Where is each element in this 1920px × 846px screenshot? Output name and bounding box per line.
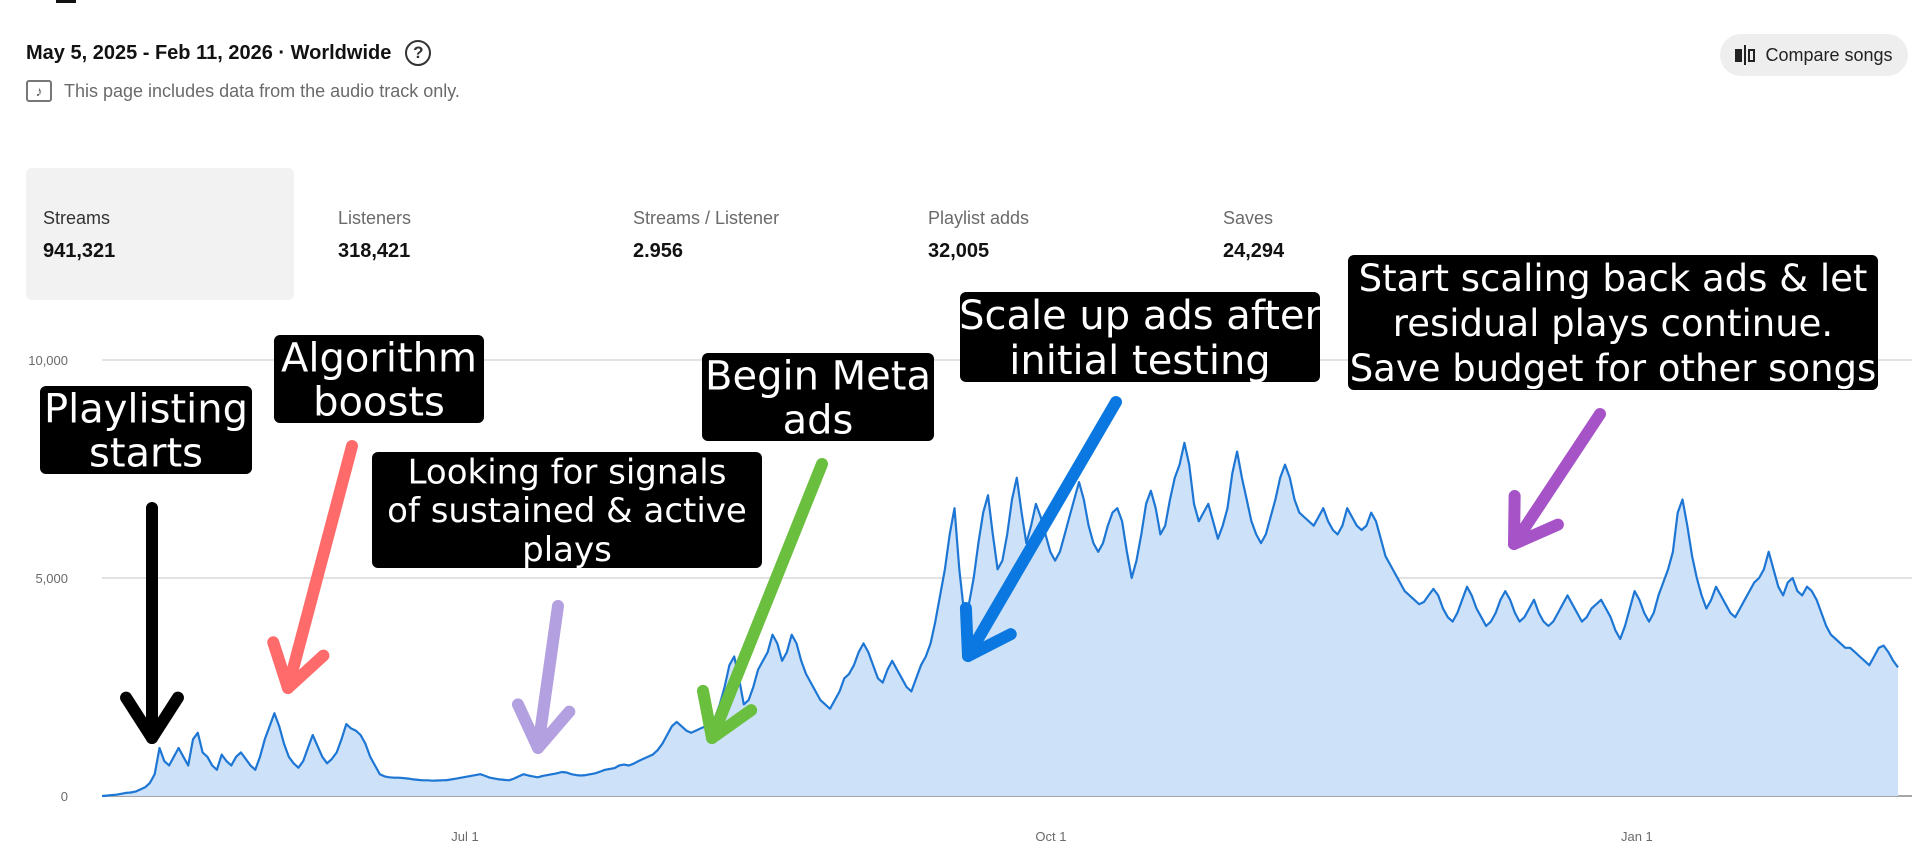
metric-tab-saves[interactable]: Saves 24,294 (1206, 168, 1474, 300)
annotation-text: starts (89, 430, 203, 476)
y-tick-label: 5,000 (35, 571, 68, 586)
annotation-text: plays (522, 530, 612, 570)
annotation-box (702, 353, 934, 441)
question-circle-icon[interactable]: ? (405, 40, 432, 66)
audio-note-text: This page includes data from the audio t… (64, 80, 460, 101)
y-tick-label: 10,000 (28, 353, 68, 368)
annotation-text: ads (783, 397, 854, 443)
metric-tab-listeners[interactable]: Listeners 318,421 (321, 168, 589, 300)
annotation-text: Algorithm (281, 335, 477, 381)
metric-value: 32,005 (928, 240, 990, 262)
annotation-box (274, 335, 484, 423)
compare-icon (1735, 45, 1756, 65)
annotation-box (960, 292, 1320, 382)
x-tick-label: Jan 1 (1621, 829, 1653, 844)
annotation-arrow (282, 440, 358, 694)
date-range-line: May 5, 2025 - Feb 11, 2026 · Worldwide ? (26, 40, 460, 66)
annotation-text: Save budget for other songs (1350, 347, 1877, 390)
annotation-text: Scale up ads after (959, 293, 1321, 339)
annotation-text: Begin Meta (705, 353, 931, 399)
annotation-arrow (706, 458, 828, 744)
annotation-text: Start scaling back ads & let (1359, 257, 1868, 300)
music-note-icon: ♪ (26, 80, 52, 102)
audio-track-note: ♪ This page includes data from the audio… (26, 80, 460, 102)
date-range-text: May 5, 2025 - Feb 11, 2026 · Worldwide (26, 41, 392, 64)
metric-value: 318,421 (338, 240, 411, 262)
annotation-box (372, 452, 762, 568)
annotation-arrowhead (959, 602, 1017, 662)
annotation-text: initial testing (1009, 338, 1270, 384)
y-tick-label: 0 (61, 789, 68, 804)
annotation-text: Looking for signals (408, 453, 727, 493)
annotation-arrowhead (511, 698, 576, 754)
annotations: PlaylistingstartsAlgorithmboostsLooking … (40, 255, 1878, 754)
streams-area (101, 441, 1899, 798)
annotation-box (40, 386, 252, 474)
series-line (101, 441, 1899, 798)
metric-value: 941,321 (43, 240, 116, 262)
metric-value: 24,294 (1223, 240, 1285, 262)
top-tab-indicator (56, 0, 76, 3)
annotation-arrow (532, 600, 564, 754)
annotation-text: of sustained & active (387, 491, 747, 531)
metric-label: Saves (1223, 208, 1274, 228)
annotation-arrowhead (696, 684, 758, 744)
annotation-arrowhead (120, 691, 184, 744)
annotation-text: residual plays continue. (1393, 302, 1833, 345)
compare-songs-button[interactable]: Compare songs (1720, 34, 1908, 76)
annotation-arrowhead (1508, 490, 1564, 550)
metric-label: Streams / Listener (633, 208, 780, 228)
metric-value: 2.956 (633, 240, 684, 262)
metric-label: Listeners (338, 208, 412, 228)
annotation-arrowhead (267, 636, 330, 694)
annotation-text: boosts (313, 379, 445, 425)
area-fill (102, 442, 1898, 796)
report-header: May 5, 2025 - Feb 11, 2026 · Worldwide ?… (26, 40, 460, 102)
metric-label: Playlist adds (928, 208, 1030, 228)
metric-tab-playlist-adds[interactable]: Playlist adds 32,005 (911, 168, 1179, 300)
annotation-box (1348, 255, 1878, 390)
metric-label: Streams (43, 208, 111, 228)
compare-songs-label: Compare songs (1765, 44, 1893, 65)
axis-ticks: 10,000 5,000 0 Jul 1 Oct 1 Jan 1 (28, 353, 1653, 844)
x-tick-label: Jul 1 (451, 829, 478, 844)
metric-tab-streams[interactable]: Streams 941,321 (26, 168, 294, 300)
annotation-arrow (962, 396, 1122, 662)
x-tick-label: Oct 1 (1035, 829, 1066, 844)
annotation-text: Playlisting (44, 386, 248, 432)
annotation-arrow (1508, 408, 1606, 550)
metric-tab-streams-per-listener[interactable]: Streams / Listener 2.956 (616, 168, 884, 300)
